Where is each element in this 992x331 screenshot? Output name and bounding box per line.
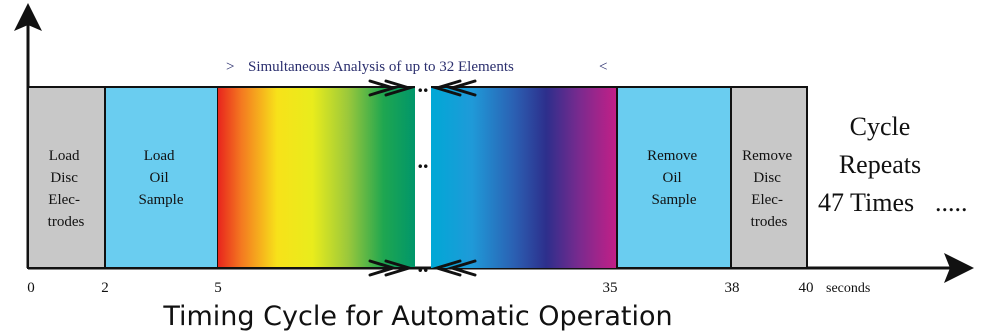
up-arrow-icon — [14, 3, 42, 31]
cycle-note-line-3: 47 Times — [818, 188, 914, 217]
banner-right-marker: < — [599, 59, 607, 75]
cycle-note-line-1: Cycle — [850, 112, 911, 141]
tick-label: 2 — [101, 280, 109, 296]
segment-label-remove-electrodes: Remove Disc Elec- trodes — [742, 148, 796, 230]
banner: > Simultaneous Analysis of up to 32 Elem… — [226, 59, 607, 75]
load-electrodes-block — [27, 86, 106, 269]
load-oil-block — [104, 86, 219, 269]
gap-dots-bottom: .. — [418, 252, 429, 277]
bottom-chevrons — [368, 259, 477, 277]
axis-ticks: 0 2 5 35 38 40 — [27, 280, 813, 296]
remove-electrodes-block — [730, 86, 808, 269]
top-chevrons — [368, 79, 477, 97]
spectrum-block-right — [431, 87, 617, 268]
diagram-title: Timing Cycle for Automatic Operation — [162, 301, 672, 331]
spectrum-block-left — [218, 87, 415, 268]
gap-dots-top: .. — [418, 72, 429, 97]
axis-unit: seconds — [826, 281, 870, 296]
banner-left-marker: > — [226, 59, 234, 75]
segment-label-remove-oil: Remove Oil Sample — [647, 148, 701, 208]
gap-dots-middle: .. — [418, 148, 429, 173]
right-arrow-icon — [944, 253, 974, 283]
cycle-note: Cycle Repeats 47 Times ..... — [818, 112, 968, 217]
segment-label-load-oil: Load Oil Sample — [139, 148, 184, 208]
cycle-note-dots: ..... — [935, 188, 968, 217]
segment-label-load-electrodes: Load Disc Elec- trodes — [48, 148, 85, 230]
tick-label: 40 — [799, 280, 814, 296]
tick-label: 35 — [603, 280, 618, 296]
cycle-note-line-2: Repeats — [839, 150, 921, 179]
tick-label: 0 — [27, 280, 35, 296]
tick-label: 38 — [725, 280, 740, 296]
tick-label: 5 — [214, 280, 222, 296]
banner-text: Simultaneous Analysis of up to 32 Elemen… — [248, 59, 514, 75]
